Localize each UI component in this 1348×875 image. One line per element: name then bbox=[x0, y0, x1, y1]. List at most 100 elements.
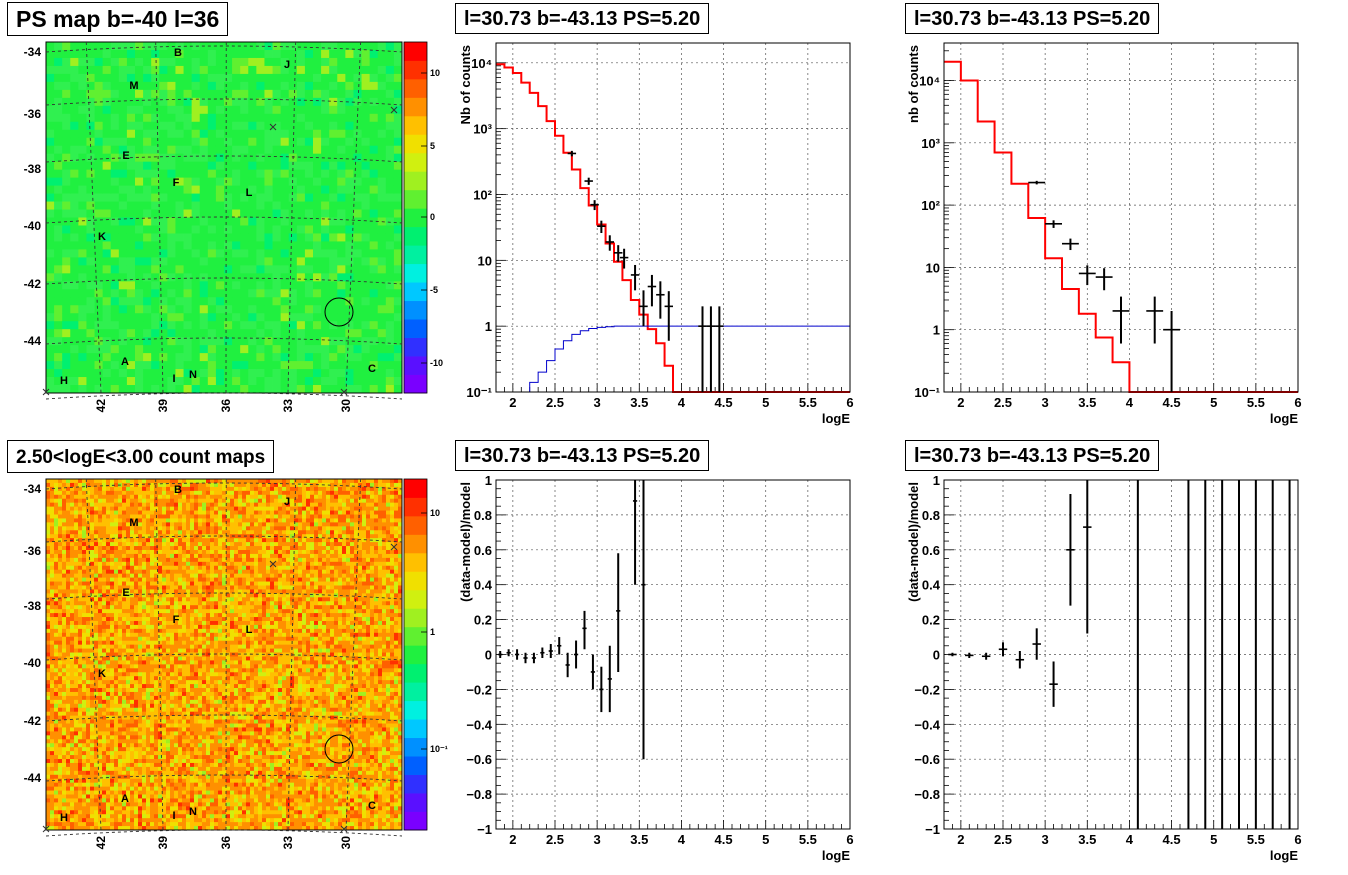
y-tick-label: 0 bbox=[485, 648, 492, 663]
y-tick-label: 10⁴ bbox=[919, 74, 940, 89]
x-tick-label: 4 bbox=[678, 395, 686, 410]
x-tick-label: 5.5 bbox=[799, 832, 817, 847]
x-tick-label: 4.5 bbox=[715, 832, 733, 847]
map-y-tick: -42 bbox=[24, 714, 42, 728]
data-point bbox=[965, 652, 974, 658]
source-label-k: K bbox=[98, 668, 106, 680]
y-tick-label: 0.4 bbox=[474, 578, 493, 593]
x-tick-label: 2.5 bbox=[546, 395, 564, 410]
map-frame bbox=[45, 41, 403, 394]
residual-chart-right: 2 2.5 3 3.5 4 4.5 5 5.5 6 −1 −0.8 −0.6 −0.4 −0.2 0 0.2 0… bbox=[906, 473, 1302, 863]
y-tick-label: −1 bbox=[477, 822, 492, 837]
data-point bbox=[548, 644, 553, 658]
residual-chart-left: 2 2.5 3 3.5 4 4.5 5 5.5 6 −1 −0.8 −0.6 −0.4 −0.2 0 0.2 0… bbox=[458, 473, 854, 863]
map-x-tick: 39 bbox=[156, 399, 170, 413]
x-tick-label: 2.5 bbox=[994, 395, 1012, 410]
plot-frame bbox=[943, 479, 1299, 830]
colorbar bbox=[404, 42, 427, 394]
x-axis-label: logE bbox=[1270, 411, 1298, 426]
data-point bbox=[706, 306, 716, 392]
map-y-tick: -40 bbox=[24, 656, 42, 670]
source-label-a: A bbox=[121, 793, 129, 805]
map-title-ps: PS map b=-40 l=36 bbox=[7, 2, 229, 36]
data-point bbox=[614, 245, 623, 262]
map-x-tick: 30 bbox=[339, 399, 353, 413]
colorbar-tick-label: 10 bbox=[430, 68, 440, 78]
map-grid-lon bbox=[345, 41, 362, 394]
y-tick-label: −0.6 bbox=[914, 752, 940, 767]
count-map: -34 -36 -38 -40 -42 -44 42 39 36 33 30 B J M E F L K A I N H C… bbox=[24, 478, 448, 850]
map-grid-lon bbox=[155, 41, 164, 394]
map-pixels bbox=[46, 42, 403, 394]
data-point bbox=[540, 647, 545, 658]
y-tick-label: −0.4 bbox=[914, 717, 940, 732]
y-tick-label: −0.6 bbox=[466, 752, 492, 767]
data-point bbox=[607, 645, 612, 713]
y-tick-label: 0.2 bbox=[922, 613, 940, 628]
source-label-j: J bbox=[284, 496, 290, 508]
y-tick-label: 10⁻¹ bbox=[466, 385, 492, 400]
data-point bbox=[597, 220, 606, 234]
data-point bbox=[641, 480, 646, 760]
data-point bbox=[584, 177, 593, 185]
map-grid-lon bbox=[85, 478, 102, 831]
source-label-e: E bbox=[122, 587, 129, 599]
data-point bbox=[1032, 628, 1041, 660]
source-circle bbox=[324, 734, 354, 764]
map-x-tick: 42 bbox=[94, 836, 108, 850]
data-point bbox=[619, 248, 629, 269]
chart-title-residual-right: l=30.73 b=-43.13 PS=5.20 bbox=[905, 440, 1160, 471]
source-cross bbox=[269, 123, 277, 131]
data-point bbox=[514, 649, 520, 660]
x-tick-label: 3 bbox=[594, 832, 601, 847]
x-tick-label: 6 bbox=[1294, 395, 1301, 410]
colorbar bbox=[404, 479, 427, 831]
source-label-i: I bbox=[172, 373, 175, 385]
source-label-i: I bbox=[172, 810, 175, 822]
source-cross bbox=[390, 543, 398, 551]
x-tick-label: 5.5 bbox=[1247, 832, 1265, 847]
y-tick-label: −0.2 bbox=[914, 682, 940, 697]
source-cross bbox=[390, 106, 398, 114]
map-x-tick: 36 bbox=[219, 836, 233, 850]
x-tick-label: 4 bbox=[1126, 832, 1134, 847]
source-label-m: M bbox=[129, 517, 138, 529]
source-label-b: B bbox=[174, 47, 182, 59]
data-point bbox=[1028, 180, 1046, 185]
data-point bbox=[1045, 220, 1062, 228]
x-tick-label: 5 bbox=[762, 832, 769, 847]
map-grid-lat bbox=[45, 829, 403, 837]
y-tick-label: 10⁴ bbox=[471, 56, 492, 71]
x-tick-label: 6 bbox=[846, 395, 853, 410]
y-axis-label: nb of counts bbox=[906, 45, 921, 123]
y-tick-label: −1 bbox=[925, 822, 940, 837]
data-point bbox=[557, 637, 562, 655]
y-tick-label: 10 bbox=[478, 253, 492, 268]
data-point bbox=[567, 150, 577, 157]
data-point bbox=[656, 281, 665, 319]
data-point bbox=[565, 652, 570, 678]
y-axis-label: (data-model)/model bbox=[458, 482, 473, 602]
histogram-model bbox=[496, 63, 850, 393]
plot-frame bbox=[943, 42, 1299, 393]
map-grid-lat bbox=[45, 392, 403, 400]
source-cross bbox=[340, 825, 348, 833]
x-tick-label: 3.5 bbox=[630, 395, 648, 410]
map-grid-lon bbox=[85, 41, 102, 394]
data-point bbox=[616, 553, 621, 672]
x-tick-label: 5.5 bbox=[1247, 395, 1265, 410]
x-tick-label: 3 bbox=[1042, 395, 1049, 410]
map-y-tick: -42 bbox=[24, 277, 42, 291]
x-tick-label: 3 bbox=[594, 395, 601, 410]
data-point bbox=[1078, 265, 1096, 286]
data-point bbox=[630, 264, 640, 291]
map-x-tick: 39 bbox=[156, 836, 170, 850]
x-tick-label: 4.5 bbox=[1163, 832, 1181, 847]
x-tick-label: 4.5 bbox=[1163, 395, 1181, 410]
y-tick-label: 0.8 bbox=[922, 508, 940, 523]
data-point bbox=[590, 200, 599, 211]
colorbar-tick-label: 10 bbox=[430, 508, 440, 518]
y-tick-label: 10 bbox=[926, 260, 940, 275]
x-tick-label: 4.5 bbox=[715, 395, 733, 410]
data-point bbox=[1112, 296, 1130, 344]
